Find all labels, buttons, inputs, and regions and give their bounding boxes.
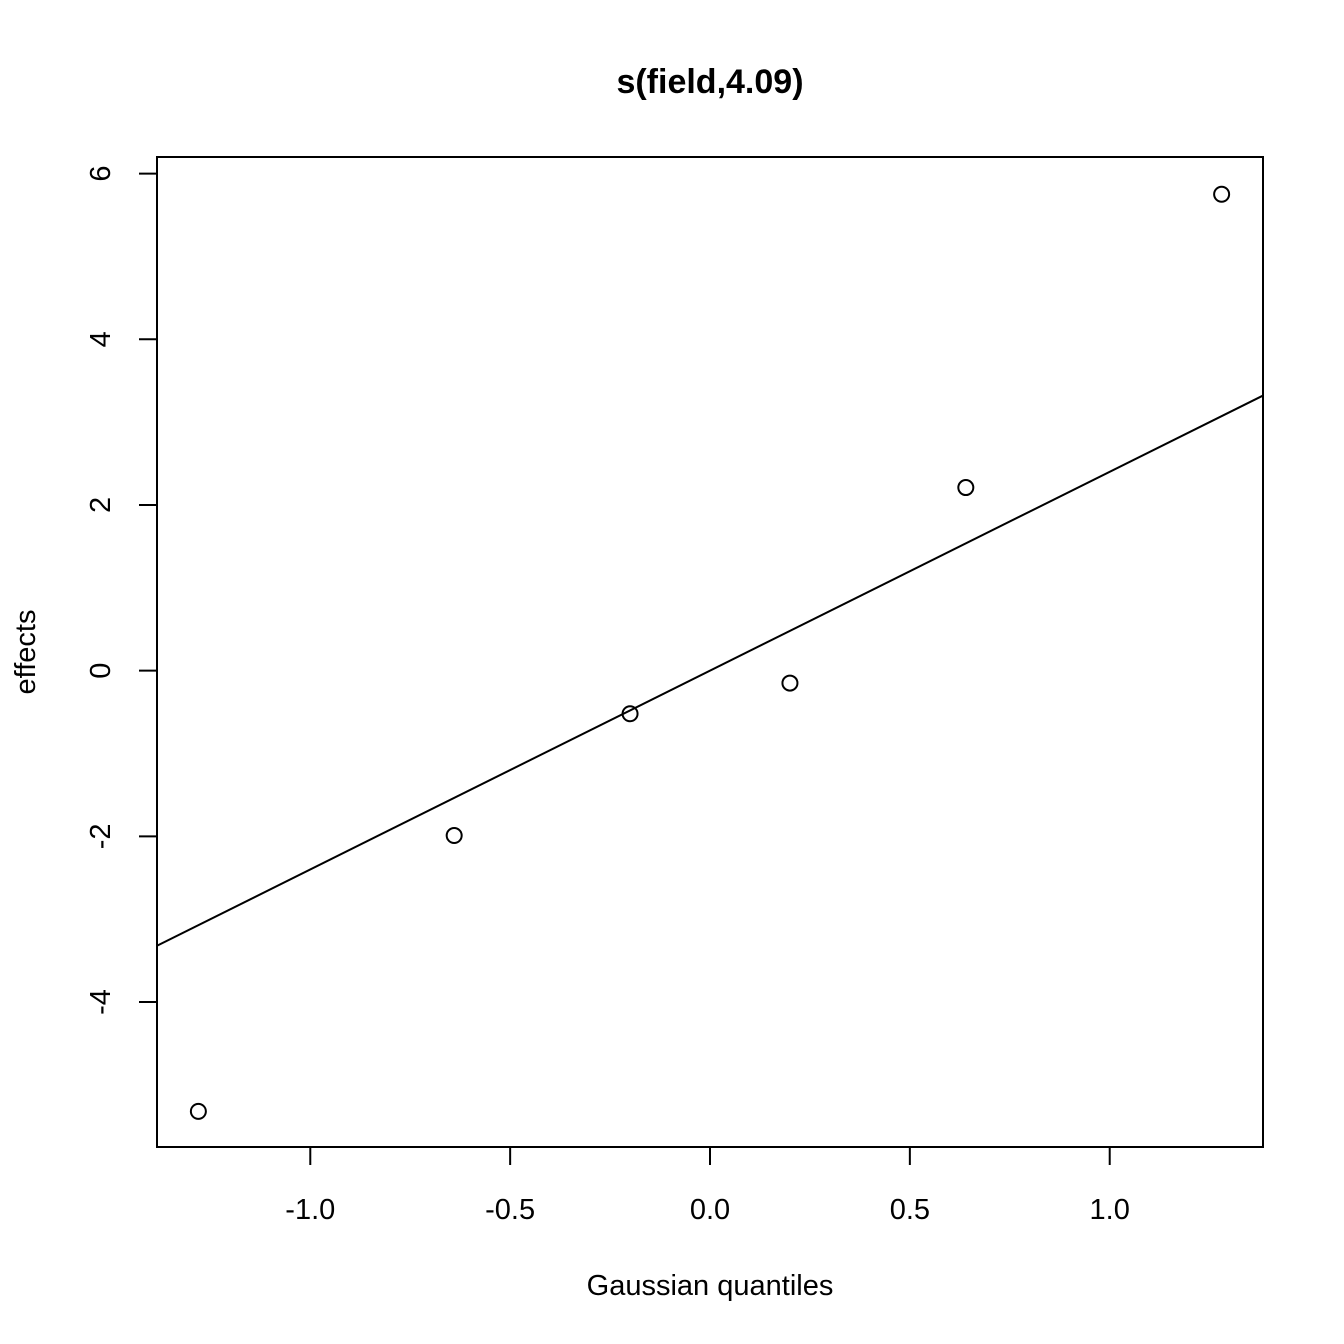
y-tick-label: 6 bbox=[85, 165, 117, 181]
data-point bbox=[957, 479, 975, 497]
data-point bbox=[621, 705, 639, 723]
x-tick-label: -1.0 bbox=[285, 1194, 335, 1226]
y-axis: -4 -2 0 2 4 6 bbox=[85, 165, 158, 1015]
y-axis-label: effects bbox=[10, 610, 42, 695]
y-tick-label: -4 bbox=[85, 989, 117, 1015]
y-tick-label: 4 bbox=[85, 331, 117, 347]
y-tick-label: -2 bbox=[85, 823, 117, 849]
data-point bbox=[445, 827, 463, 845]
y-tick-label: 0 bbox=[85, 663, 117, 679]
plot-frame bbox=[156, 156, 1264, 1148]
x-axis-label: Gaussian quantiles bbox=[587, 1270, 834, 1302]
x-tick-label: 1.0 bbox=[1090, 1194, 1130, 1226]
chart-title: s(field,4.09) bbox=[616, 63, 803, 101]
reference-line bbox=[156, 394, 1264, 947]
x-axis: -1.0 -0.5 0.0 0.5 1.0 bbox=[285, 1146, 1130, 1226]
x-tick-label: 0.0 bbox=[690, 1194, 730, 1226]
data-point bbox=[781, 674, 799, 692]
plot-marks bbox=[156, 185, 1264, 1120]
data-point bbox=[1213, 185, 1231, 203]
data-point bbox=[189, 1102, 207, 1120]
x-tick-label: -0.5 bbox=[485, 1194, 535, 1226]
y-tick-label: 2 bbox=[85, 497, 117, 513]
x-tick-label: 0.5 bbox=[890, 1194, 930, 1226]
